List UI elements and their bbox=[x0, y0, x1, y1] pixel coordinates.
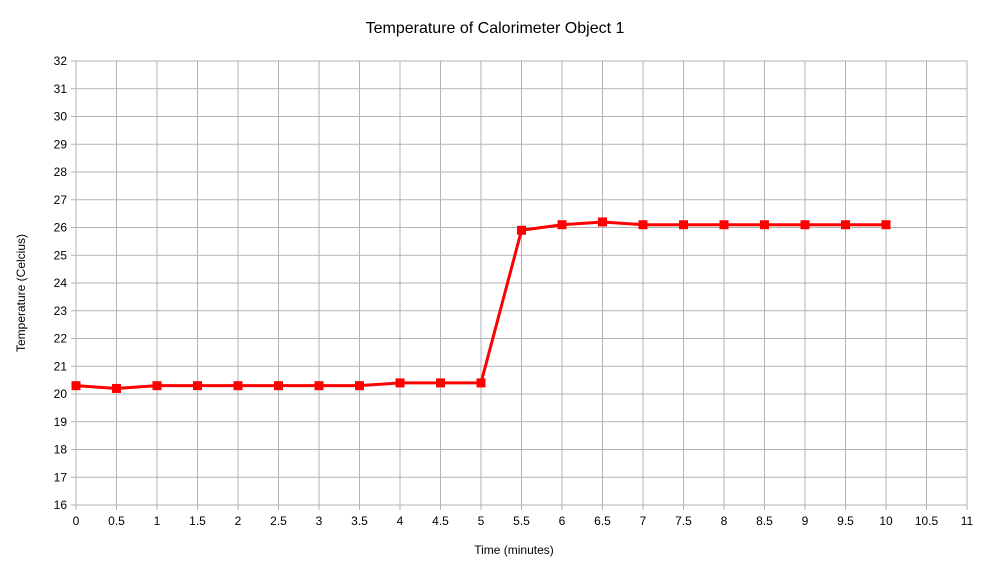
x-tick-label: 6 bbox=[559, 514, 566, 528]
x-tick-label: 0.5 bbox=[108, 514, 125, 528]
data-point-marker bbox=[476, 378, 486, 388]
data-point-marker bbox=[152, 381, 162, 391]
x-tick-label: 1.5 bbox=[189, 514, 206, 528]
data-point-marker bbox=[679, 220, 688, 230]
data-point-marker bbox=[638, 220, 648, 230]
x-tick-label: 7 bbox=[640, 514, 647, 528]
y-tick-label: 25 bbox=[54, 248, 68, 262]
data-point-marker bbox=[517, 225, 526, 235]
data-point-marker bbox=[841, 220, 850, 230]
x-tick-label: 7.5 bbox=[675, 514, 692, 528]
data-point-marker bbox=[760, 220, 769, 230]
x-tick-label: 6.5 bbox=[594, 514, 611, 528]
y-tick-label: 31 bbox=[54, 82, 68, 96]
data-point-marker bbox=[800, 220, 810, 230]
plot-border bbox=[75, 60, 968, 506]
x-tick-label: 3.5 bbox=[351, 514, 368, 528]
data-point-marker bbox=[355, 381, 364, 391]
y-tick-label: 26 bbox=[54, 221, 68, 235]
y-tick-label: 19 bbox=[54, 415, 68, 429]
y-tick-label: 21 bbox=[54, 359, 68, 373]
x-tick-label: 5.5 bbox=[513, 514, 530, 528]
y-tick-label: 27 bbox=[54, 193, 68, 207]
x-tick-label: 10 bbox=[879, 514, 893, 528]
data-point-marker bbox=[193, 381, 202, 391]
data-point-marker bbox=[233, 381, 243, 391]
series-layer bbox=[71, 217, 891, 393]
data-point-marker bbox=[274, 381, 283, 391]
x-axis-label: Time (minutes) bbox=[474, 543, 554, 557]
y-tick-label: 16 bbox=[54, 498, 68, 512]
y-tick-label: 32 bbox=[54, 54, 68, 68]
x-tick-label: 4.5 bbox=[432, 514, 449, 528]
tick-labels-layer: 0 0.5 1 1.5 2 2.5 3 3.5 4 4.5 5 5.5 6 6.5 7 7.5 8 8.5 9 9.5… bbox=[54, 54, 974, 528]
data-point-marker bbox=[598, 217, 607, 227]
data-point-marker bbox=[71, 381, 81, 391]
data-point-marker bbox=[719, 220, 729, 230]
x-tick-label: 4 bbox=[397, 514, 404, 528]
x-tick-label: 2 bbox=[235, 514, 242, 528]
y-tick-label: 22 bbox=[54, 332, 68, 346]
y-tick-label: 20 bbox=[54, 387, 68, 401]
chart-title: Temperature of Calorimeter Object 1 bbox=[366, 20, 625, 37]
y-tick-label: 24 bbox=[54, 276, 68, 290]
data-point-marker bbox=[881, 220, 891, 230]
y-tick-label: 29 bbox=[54, 137, 68, 151]
y-tick-label: 18 bbox=[54, 443, 68, 457]
x-tick-label: 3 bbox=[316, 514, 323, 528]
data-point-marker bbox=[436, 378, 445, 388]
x-tick-label: 1 bbox=[154, 514, 161, 528]
x-tick-label: 8.5 bbox=[756, 514, 773, 528]
x-tick-label: 10.5 bbox=[915, 514, 939, 528]
y-tick-label: 17 bbox=[54, 470, 68, 484]
y-tick-label: 23 bbox=[54, 304, 68, 318]
x-tick-label: 2.5 bbox=[270, 514, 287, 528]
grid-layer bbox=[71, 60, 968, 510]
x-tick-label: 9.5 bbox=[837, 514, 854, 528]
x-tick-label: 5 bbox=[478, 514, 485, 528]
x-tick-label: 8 bbox=[721, 514, 728, 528]
data-point-marker bbox=[314, 381, 324, 391]
data-point-marker bbox=[395, 378, 405, 388]
y-axis-label: Temperature (Celcius) bbox=[14, 234, 28, 352]
y-tick-label: 28 bbox=[54, 165, 68, 179]
x-tick-label: 11 bbox=[961, 514, 974, 528]
y-tick-label: 30 bbox=[54, 110, 68, 124]
data-point-marker bbox=[557, 220, 567, 230]
x-tick-label: 0 bbox=[73, 514, 80, 528]
data-point-marker bbox=[112, 383, 121, 393]
x-tick-label: 9 bbox=[802, 514, 809, 528]
